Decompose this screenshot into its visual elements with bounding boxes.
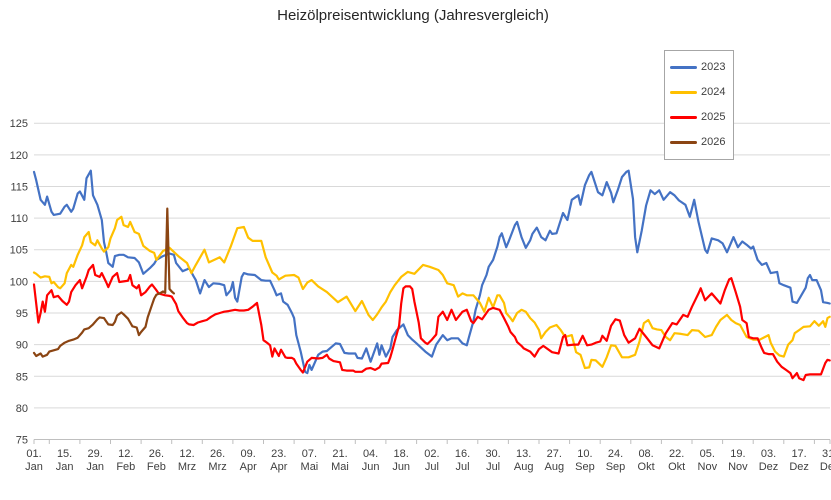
series-line-2026 <box>32 207 175 358</box>
legend-swatch-2023-line <box>670 66 697 69</box>
x-tick-label: 26. Mrz <box>208 448 226 473</box>
x-tick-label: 03. Dez <box>759 448 779 473</box>
x-tick-label: 27. Aug <box>545 448 565 473</box>
x-tick-label: 10. Sep <box>575 448 595 473</box>
x-tick-label: 16. Jul <box>455 448 470 473</box>
x-axis-labels: 01. Jan 15. Jan 29. Jan 12. Feb 26. Feb 12. Mrz 26. M… <box>25 448 831 473</box>
x-tick-label: 12. Mrz <box>178 448 196 473</box>
gridlines <box>34 122 830 440</box>
x-axis <box>33 439 831 444</box>
legend: 2023 2024 2025 2026 <box>664 50 734 160</box>
x-tick-label: 19. Nov <box>728 448 748 473</box>
legend-item-2023[interactable]: 2023 <box>670 62 728 73</box>
x-tick-label: 01. Jan <box>25 448 43 473</box>
y-tick-label: 125 <box>10 118 28 130</box>
x-tick-label: 18. Jun <box>392 448 410 473</box>
y-tick-label: 120 <box>10 150 28 162</box>
chart-title: Heizölpreisentwicklung (Jahresvergleich) <box>277 7 549 24</box>
x-tick-label: 26. Feb <box>147 448 166 473</box>
x-tick-label: 30. Jul <box>485 448 500 473</box>
x-tick-label: 09. Apr <box>240 448 257 473</box>
y-tick-label: 95 <box>16 308 28 320</box>
legend-item-2026[interactable]: 2026 <box>670 137 728 148</box>
legend-label-2024: 2024 <box>701 86 726 98</box>
legend-item-2024[interactable]: 2024 <box>670 87 728 98</box>
x-tick-label: 15. Jan <box>56 448 74 473</box>
y-tick-label: 115 <box>10 182 28 194</box>
x-tick-label: 13. Aug <box>514 448 534 473</box>
y-tick-label: 80 <box>16 403 28 415</box>
legend-label-2025: 2025 <box>701 111 726 123</box>
legend-label-2023: 2023 <box>701 61 726 73</box>
y-tick-label: 105 <box>10 245 28 257</box>
x-tick-label: 12. Feb <box>116 448 135 473</box>
x-tick-label: 31.Dez <box>820 448 831 473</box>
x-tick-label: 02. Jul <box>424 448 439 473</box>
y-axis-labels: 75 80 85 90 95 100 105 110 115 120 125 <box>10 118 28 446</box>
y-tick-label: 75 <box>16 435 28 447</box>
y-tick-label: 90 <box>16 340 28 352</box>
y-tick-label: 110 <box>10 213 28 225</box>
legend-swatch-2024-line <box>670 91 697 94</box>
legend-label-2026: 2026 <box>701 136 726 148</box>
series-line-2024 <box>32 215 831 370</box>
y-tick-label: 85 <box>16 371 28 383</box>
x-tick-label: 04. Jun <box>362 448 380 473</box>
legend-item-2025[interactable]: 2025 <box>670 112 728 123</box>
series-line-2023 <box>32 169 831 375</box>
x-tick-label: 24. Sep <box>606 448 626 473</box>
x-tick-label: 22. Okt <box>668 448 685 473</box>
y-tick-label: 100 <box>10 276 28 288</box>
x-tick-label: 08. Okt <box>638 448 655 473</box>
series-line-2025 <box>32 263 831 382</box>
legend-swatch-2025-line <box>670 116 697 119</box>
x-tick-label: 23. Apr <box>270 448 287 473</box>
legend-swatch-2026-line <box>670 141 697 144</box>
x-tick-label: 21. Mai <box>331 448 349 473</box>
x-tick-label: 29. Jan <box>86 448 104 473</box>
x-tick-label: 07. Mai <box>301 448 319 473</box>
x-tick-label: 05. Nov <box>698 448 718 473</box>
x-tick-label: 17. Dez <box>789 448 809 473</box>
